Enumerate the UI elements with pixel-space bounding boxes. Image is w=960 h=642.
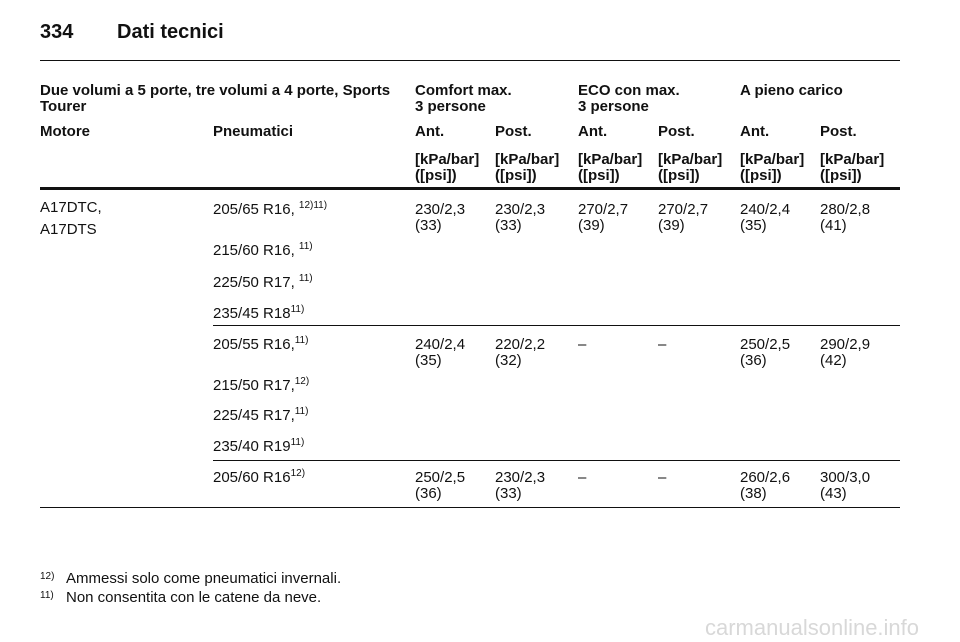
column-header: Pneumatici xyxy=(213,123,294,140)
tyre-note: 12)11) xyxy=(298,200,328,211)
column-header: Ant. xyxy=(415,123,445,140)
pressure: – xyxy=(658,469,667,486)
page-number: 334 xyxy=(40,21,74,43)
tyre-size: 225/50 R17, 11) xyxy=(213,273,313,291)
unit-header: [kPa/bar] ([psi]) xyxy=(658,151,723,184)
column-header: Ant. xyxy=(740,123,770,140)
tyre-note: 11) xyxy=(290,437,305,448)
group-header: ECO con max. 3 persone xyxy=(578,82,680,115)
watermark: carmanualsonline.info xyxy=(705,615,920,640)
pressure: 250/2,5 (36) xyxy=(740,336,791,369)
pressure: – xyxy=(658,336,667,353)
group-rule xyxy=(213,325,900,326)
pressure: 230/2,3 (33) xyxy=(495,201,546,234)
unit-header: [kPa/bar] ([psi]) xyxy=(578,151,643,184)
pressure: 260/2,6 (38) xyxy=(740,469,791,502)
tyre-note: 11) xyxy=(294,406,309,417)
tyre-size: 225/45 R17,11) xyxy=(213,406,309,424)
pressure: – xyxy=(578,336,587,353)
group-header: Due volumi a 5 porte, tre volumi a 4 por… xyxy=(40,82,391,115)
tyre-note: 11) xyxy=(294,335,309,346)
footnote-text: Ammessi solo come pneumatici invernali. xyxy=(66,570,342,587)
tyre-size-text: 205/65 R16, xyxy=(213,201,299,218)
tyre-note: 11) xyxy=(298,241,313,252)
unit-header: [kPa/bar] ([psi]) xyxy=(820,151,885,184)
tyre-size: 235/45 R1811) xyxy=(213,304,305,322)
engine: A17DTS xyxy=(40,221,97,238)
tyre-size-text: 205/60 R16 xyxy=(213,469,291,486)
tyre-size-text: 235/45 R18 xyxy=(213,305,291,322)
table-end-rule xyxy=(40,507,900,508)
page-title: Dati tecnici xyxy=(117,21,224,43)
group-header: Comfort max. 3 persone xyxy=(415,82,512,115)
tyre-note: 12) xyxy=(294,376,310,387)
header-rule xyxy=(40,60,900,61)
pressure: 270/2,7 (39) xyxy=(578,201,629,234)
header-thick-rule xyxy=(40,187,900,190)
pressure: 230/2,3 (33) xyxy=(415,201,466,234)
tyre-size: 215/60 R16, 11) xyxy=(213,241,313,259)
group-rule xyxy=(213,460,900,461)
tyre-size-text: 235/40 R19 xyxy=(213,438,291,455)
tyre-size: 205/55 R16,11) xyxy=(213,335,309,353)
tyre-size-text: 205/55 R16, xyxy=(213,336,295,353)
tyre-size-text: 225/45 R17, xyxy=(213,407,295,424)
tyre-size: 205/60 R1612) xyxy=(213,468,306,486)
unit-header: [kPa/bar] ([psi]) xyxy=(495,151,560,184)
column-header: Ant. xyxy=(578,123,608,140)
footnote-mark: 11) xyxy=(40,590,54,601)
tyre-size-text: 225/50 R17, xyxy=(213,274,299,291)
tyre-size-text: 215/60 R16, xyxy=(213,242,299,259)
column-header: Post. xyxy=(495,123,532,140)
column-header: Motore xyxy=(40,123,90,140)
tyre-size: 235/40 R1911) xyxy=(213,437,305,455)
tyre-note: 11) xyxy=(290,304,305,315)
tyre-note: 11) xyxy=(298,273,313,284)
pressure: 220/2,2 (32) xyxy=(495,336,546,369)
unit-header: [kPa/bar] ([psi]) xyxy=(740,151,805,184)
column-header: Post. xyxy=(820,123,857,140)
footnote-text: Non consentita con le catene da neve. xyxy=(66,589,322,606)
pressure: 240/2,4 (35) xyxy=(415,336,466,369)
pressure: 290/2,9 (42) xyxy=(820,336,871,369)
pressure: 250/2,5 (36) xyxy=(415,469,466,502)
unit-header: [kPa/bar] ([psi]) xyxy=(415,151,480,184)
pressure: 240/2,4 (35) xyxy=(740,201,791,234)
tyre-size: 205/65 R16, 12)11) xyxy=(213,200,328,218)
pressure: – xyxy=(578,469,587,486)
footnote-mark: 12) xyxy=(40,571,55,582)
column-header: Post. xyxy=(658,123,695,140)
pressure: 230/2,3 (33) xyxy=(495,469,546,502)
pressure: 300/3,0 (43) xyxy=(820,469,871,502)
pressure: 280/2,8 (41) xyxy=(820,201,871,234)
tyre-note: 12) xyxy=(290,468,306,479)
group-header: A pieno carico xyxy=(740,82,843,99)
tyre-size-text: 215/50 R17, xyxy=(213,377,295,394)
tyre-size: 215/50 R17,12) xyxy=(213,376,310,394)
engine: A17DTC, xyxy=(40,199,102,216)
pressure: 270/2,7 (39) xyxy=(658,201,709,234)
